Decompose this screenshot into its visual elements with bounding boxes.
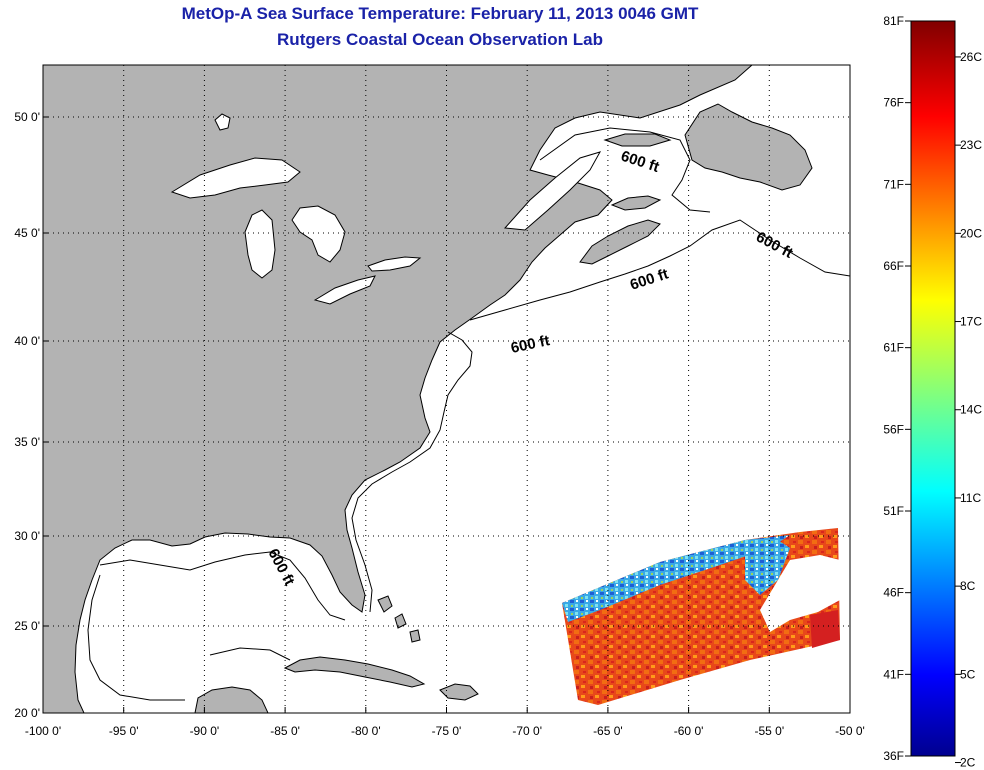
yucatan-land (194, 686, 269, 713)
lake-huron (291, 205, 346, 263)
lon-tick-label: -85 0' (270, 724, 300, 738)
sst-swath-cold-patch (745, 538, 790, 595)
lake-ontario (367, 256, 422, 272)
lat-tick-label: 40 0' (14, 334, 40, 348)
map-subtitle: Rutgers Coastal Ocean Observation Lab (277, 30, 603, 49)
lon-tick-label: -55 0' (754, 724, 784, 738)
pei-island (610, 195, 662, 211)
sst-swath-cold-band (562, 535, 790, 622)
lat-tick-label: 50 0' (14, 110, 40, 124)
cuba-land (283, 656, 426, 688)
anticosti-island (603, 133, 672, 147)
lake-nipigon (214, 113, 231, 131)
lat-tick-label: 45 0' (14, 226, 40, 240)
lat-axis: 50 0' 45 0' 40 0' 35 0' 30 0' 25 0' 20 0' (14, 110, 49, 720)
map-title: MetOp-A Sea Surface Temperature: Februar… (181, 4, 699, 23)
sst-swath-cloud (760, 555, 840, 632)
newfoundland-land (684, 103, 813, 191)
contour-line-600ft (87, 574, 185, 701)
lon-axis: -100 0' -95 0' -90 0' -85 0' -80 0' -75 0' -70… (25, 707, 865, 738)
contour-line-600ft (99, 551, 346, 621)
lat-tick-label: 20 0' (14, 706, 40, 720)
lat-tick-label: 35 0' (14, 435, 40, 449)
lon-tick-label: -65 0' (593, 724, 623, 738)
lake-erie (313, 275, 376, 305)
nova-scotia-land (579, 219, 661, 265)
lon-tick-label: -95 0' (109, 724, 139, 738)
map-grid (43, 65, 850, 713)
lon-tick-label: -70 0' (512, 724, 542, 738)
lake-superior (170, 157, 301, 199)
lon-tick-label: -50 0' (835, 724, 865, 738)
contour-line-600ft (209, 647, 291, 661)
bahamas-island (377, 595, 393, 613)
north-america-land (43, 65, 753, 713)
lon-tick-label: -75 0' (432, 724, 462, 738)
hispaniola-land (439, 683, 479, 701)
st-lawrence-water (503, 151, 602, 231)
lon-tick-label: -100 0' (25, 724, 61, 738)
bahamas-island (394, 613, 407, 629)
lat-tick-label: 30 0' (14, 529, 40, 543)
lat-tick-label: 25 0' (14, 619, 40, 633)
contour-line-600ft (539, 127, 711, 213)
lake-michigan (244, 209, 276, 279)
contour-line-600ft (469, 219, 850, 321)
sst-swath-warm-patch (810, 610, 840, 648)
lon-tick-label: -90 0' (190, 724, 220, 738)
lon-tick-label: -80 0' (351, 724, 381, 738)
contour-line-600ft (351, 331, 473, 613)
lon-tick-label: -60 0' (674, 724, 704, 738)
bahamas-island (409, 629, 421, 643)
